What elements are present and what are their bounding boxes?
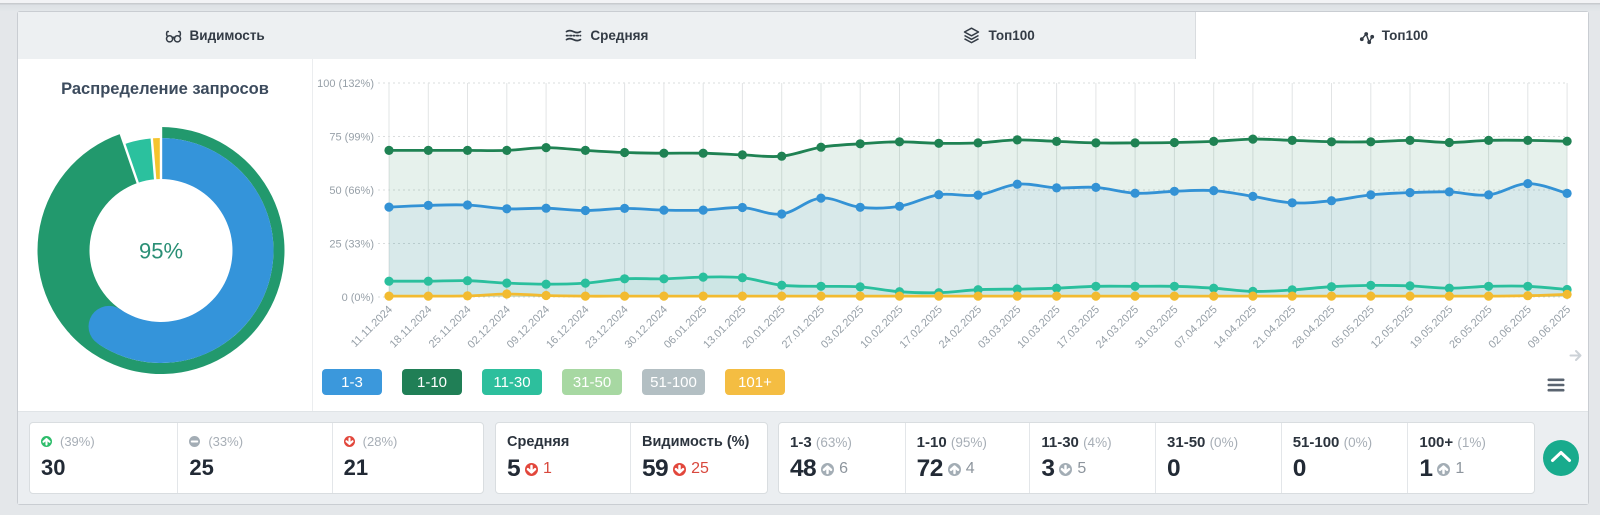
svg-text:95%: 95% — [139, 239, 183, 264]
svg-text:75 (99%): 75 (99%) — [329, 132, 374, 144]
svg-text:100 (132%): 100 (132%) — [317, 78, 374, 90]
svg-text:25 (33%): 25 (33%) — [329, 239, 374, 251]
svg-text:50 (66%): 50 (66%) — [329, 185, 374, 197]
svg-text:09.06.2025: 09.06.2025 — [1526, 304, 1573, 351]
svg-text:0 (0%): 0 (0%) — [342, 292, 374, 304]
